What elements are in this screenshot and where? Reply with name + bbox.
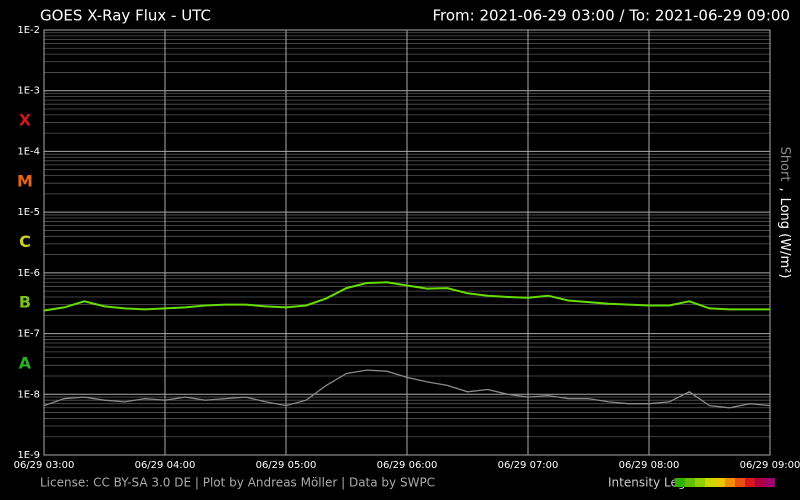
x-tick-label: 06/29 08:00 [619,460,680,471]
flare-class-label: X [19,111,32,130]
flare-class-label: M [17,171,33,190]
legend: Short, Long (W/m²) [778,147,793,279]
y-tick-label: 1E-7 [17,329,40,340]
flare-class-label: A [19,353,32,372]
x-tick-label: 06/29 03:00 [14,460,75,471]
y-tick-label: 1E-2 [17,25,40,36]
series-line [43,281,770,312]
chart-title: GOES X-Ray Flux - UTC [40,7,211,25]
x-tick-label: 06/29 05:00 [256,460,317,471]
intensity-swatch [675,478,685,487]
intensity-swatch [685,478,695,487]
intensity-swatch [695,478,705,487]
x-tick-label: 06/29 09:00 [740,460,800,471]
intensity-label: Intensity Leg [608,476,686,490]
flare-class-label: C [19,232,31,251]
intensity-swatch [725,478,735,487]
y-tick-label: 1E-9 [17,450,40,461]
intensity-swatch [755,478,765,487]
x-tick-label: 06/29 04:00 [135,460,196,471]
chart-subtitle: From: 2021-06-29 03:00 / To: 2021-06-29 … [432,7,790,25]
legend-entry: , [778,187,793,191]
y-tick-label: 1E-5 [17,207,40,218]
intensity-swatch [745,478,755,487]
plot-frame [43,29,771,456]
legend-entry: Long (W/m²) [778,198,793,279]
legend-entry: Short [778,147,793,182]
x-tick-label: 06/29 06:00 [377,460,438,471]
flare-class-label: B [19,293,31,312]
footer: License: CC BY-SA 3.0 DE | Plot by Andre… [40,476,435,490]
x-tick-label: 06/29 07:00 [498,460,559,471]
y-tick-label: 1E-6 [17,268,40,279]
intensity-swatch [735,478,745,487]
legend-text: Short, Long (W/m²) [778,147,793,279]
intensity-swatch [705,478,715,487]
y-tick-label: 1E-4 [17,146,40,157]
y-tick-label: 1E-8 [17,389,40,400]
series-line [43,369,771,409]
intensity-swatch [715,478,725,487]
intensity-swatch [765,478,775,487]
y-tick-label: 1E-3 [17,86,40,97]
